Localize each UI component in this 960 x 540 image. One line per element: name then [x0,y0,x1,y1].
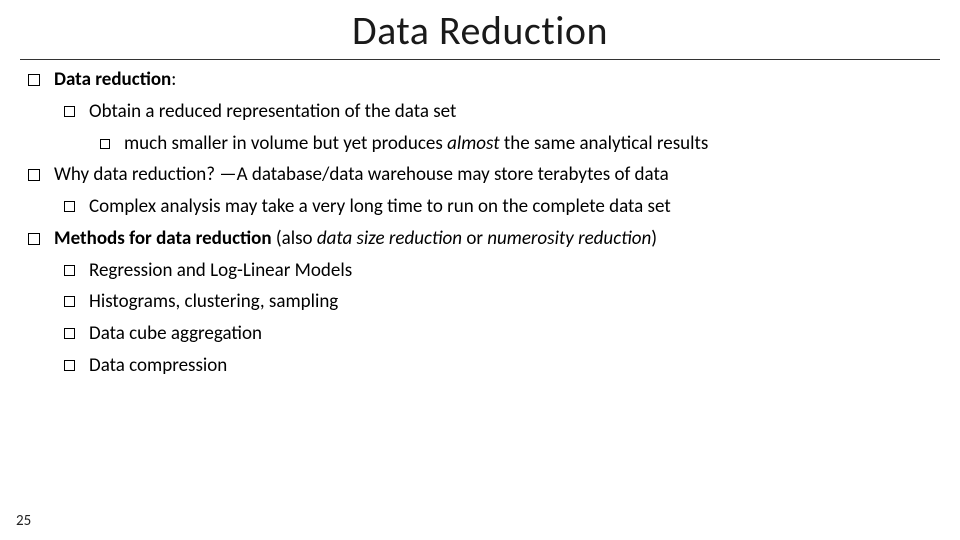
page-number: 25 [16,512,31,530]
bullet-level-1: Histograms, clustering, sampling [64,290,932,314]
bullet-level-0: Data reduction: [28,68,932,92]
square-bullet-icon [100,139,110,149]
square-bullet-icon [64,106,75,117]
bullet-text: Obtain a reduced representation of the d… [89,100,456,124]
bullet-text: Histograms, clustering, sampling [89,290,338,314]
bullet-level-1: Obtain a reduced representation of the d… [64,100,932,124]
bullet-text: Data compression [89,354,227,378]
title-rule [20,59,940,60]
bullet-level-2: much smaller in volume but yet produces … [100,132,932,156]
slide-title: Data Reduction [0,0,960,59]
square-bullet-icon [64,360,75,371]
bullet-level-0: Why data reduction? —A database/data war… [28,163,932,187]
square-bullet-icon [28,169,40,181]
bullet-text: Methods for data reduction (also data si… [54,227,657,251]
bullet-text: Data cube aggregation [89,322,262,346]
bullet-text: Regression and Log-Linear Models [89,259,352,283]
square-bullet-icon [28,74,40,86]
bullet-level-1: Complex analysis may take a very long ti… [64,195,932,219]
square-bullet-icon [64,265,75,276]
square-bullet-icon [64,328,75,339]
bullet-text: Data reduction: [54,68,176,92]
bullet-text: Complex analysis may take a very long ti… [89,195,671,219]
slide-content: Data reduction: Obtain a reduced represen… [0,64,960,378]
square-bullet-icon [64,201,75,212]
bullet-text: much smaller in volume but yet produces … [124,132,708,156]
bullet-level-1: Regression and Log-Linear Models [64,259,932,283]
bullet-text: Why data reduction? —A database/data war… [54,163,669,187]
square-bullet-icon [64,296,75,307]
bullet-level-1: Data cube aggregation [64,322,932,346]
slide: Data Reduction Data reduction: Obtain a r… [0,0,960,540]
bullet-level-0: Methods for data reduction (also data si… [28,227,932,251]
square-bullet-icon [28,233,40,245]
bullet-level-1: Data compression [64,354,932,378]
